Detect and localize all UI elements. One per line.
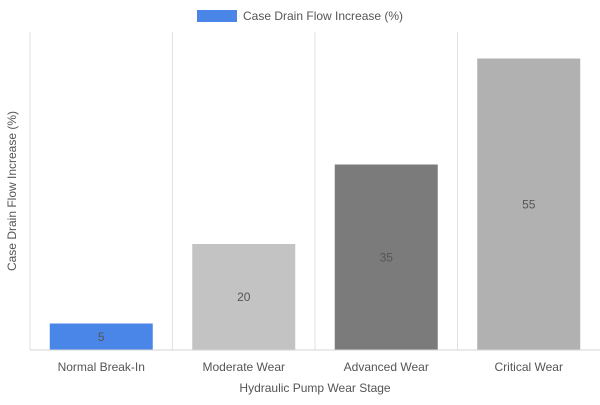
legend[interactable]: Case Drain Flow Increase (%) bbox=[197, 9, 403, 23]
data-labels: 5 20 35 55 bbox=[98, 197, 536, 344]
x-axis-title: Hydraulic Pump Wear Stage bbox=[239, 381, 391, 395]
bars bbox=[49, 58, 581, 351]
bar-critical-wear[interactable] bbox=[477, 58, 581, 351]
x-tick-label-advanced-wear: Advanced Wear bbox=[344, 360, 429, 374]
legend-swatch bbox=[197, 10, 237, 22]
grid-lines bbox=[29, 32, 458, 350]
x-tick-label-critical-wear: Critical Wear bbox=[495, 360, 563, 374]
y-axis-title: Case Drain Flow Increase (%) bbox=[5, 111, 19, 271]
legend-label: Case Drain Flow Increase (%) bbox=[243, 9, 403, 23]
bar-moderate-wear[interactable] bbox=[192, 244, 296, 350]
x-tick-label-moderate-wear: Moderate Wear bbox=[203, 360, 285, 374]
bar-advanced-wear[interactable] bbox=[334, 164, 438, 351]
x-tick-label-normal-break-in: Normal Break-In bbox=[58, 360, 145, 374]
data-label-advanced-wear: 35 bbox=[380, 250, 394, 264]
data-label-normal-break-in: 5 bbox=[98, 330, 105, 344]
x-tick-labels: Normal Break-In Moderate Wear Advanced Wea… bbox=[58, 360, 563, 374]
bar-normal-break-in[interactable] bbox=[49, 323, 153, 351]
data-label-moderate-wear: 20 bbox=[237, 290, 251, 304]
data-label-critical-wear: 55 bbox=[522, 197, 536, 211]
